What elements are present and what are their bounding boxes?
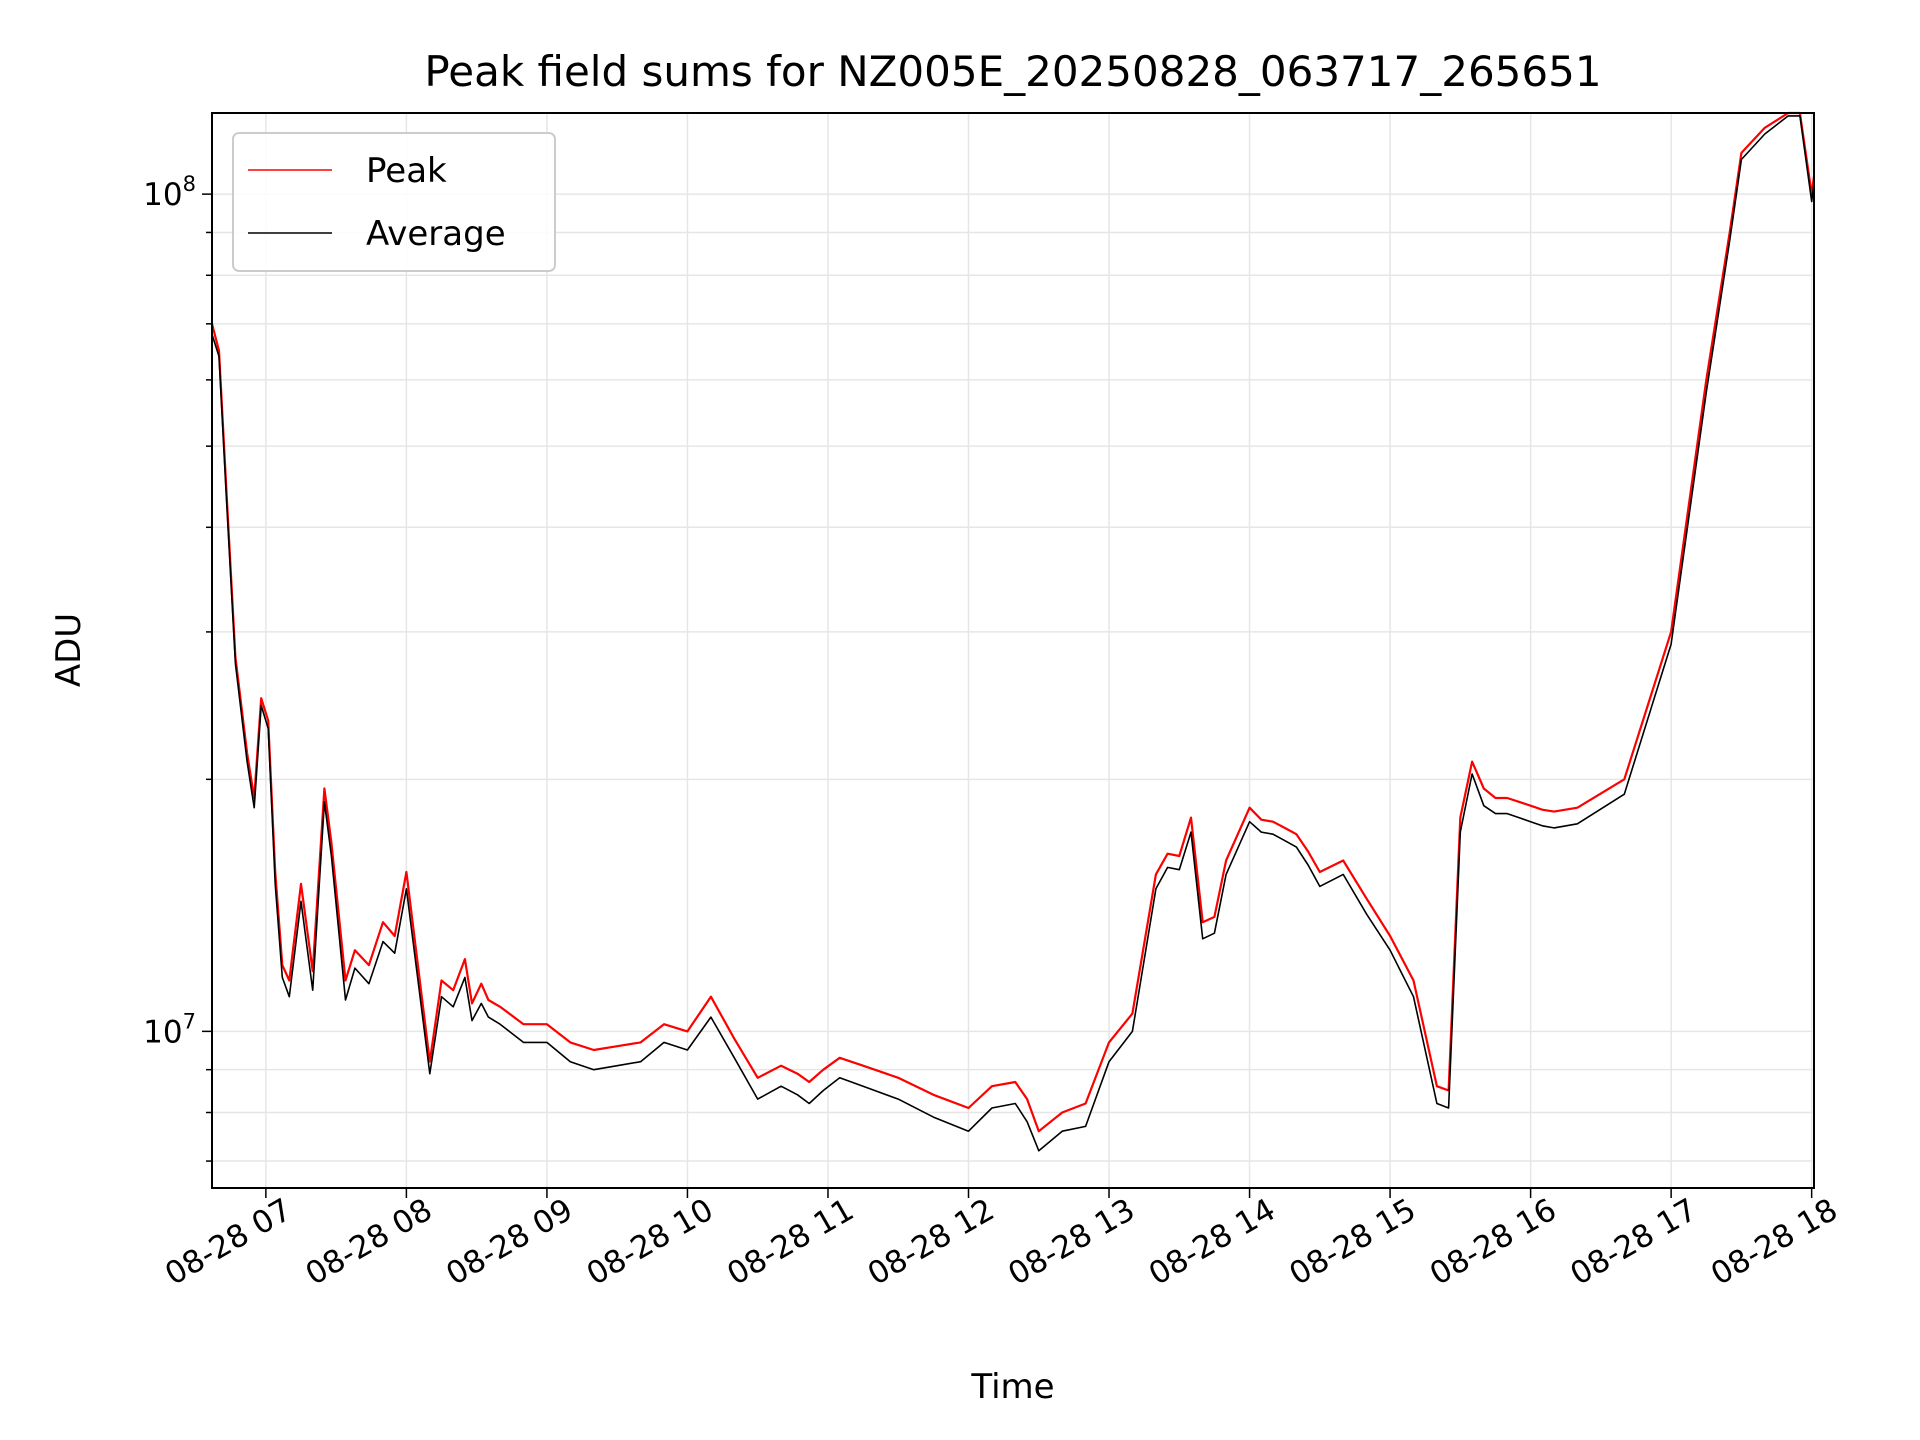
x-axis-label: Time xyxy=(970,1367,1054,1407)
y-tick-label-exponent: 8 xyxy=(183,172,196,196)
y-tick-label-base: 10 xyxy=(143,177,182,213)
y-tick-label: 108 xyxy=(143,172,196,213)
grid xyxy=(212,113,1814,1188)
series-line-average xyxy=(211,115,1815,1152)
y-tick-label: 107 xyxy=(143,1009,196,1050)
legend: Peak Average xyxy=(232,132,556,272)
legend-box xyxy=(232,132,556,272)
chart-title: Peak field sums for NZ005E_20250828_0637… xyxy=(424,47,1601,96)
series-lines xyxy=(210,111,1816,1152)
y-axis-label: ADU xyxy=(49,613,89,687)
y-tick-label-exponent: 7 xyxy=(183,1009,196,1033)
legend-label-average: Average xyxy=(366,214,506,254)
plot-frame xyxy=(211,112,1815,1189)
legend-label-peak: Peak xyxy=(366,151,447,191)
y-tick-label-base: 10 xyxy=(143,1014,182,1050)
series-line-peak xyxy=(210,111,1816,1133)
